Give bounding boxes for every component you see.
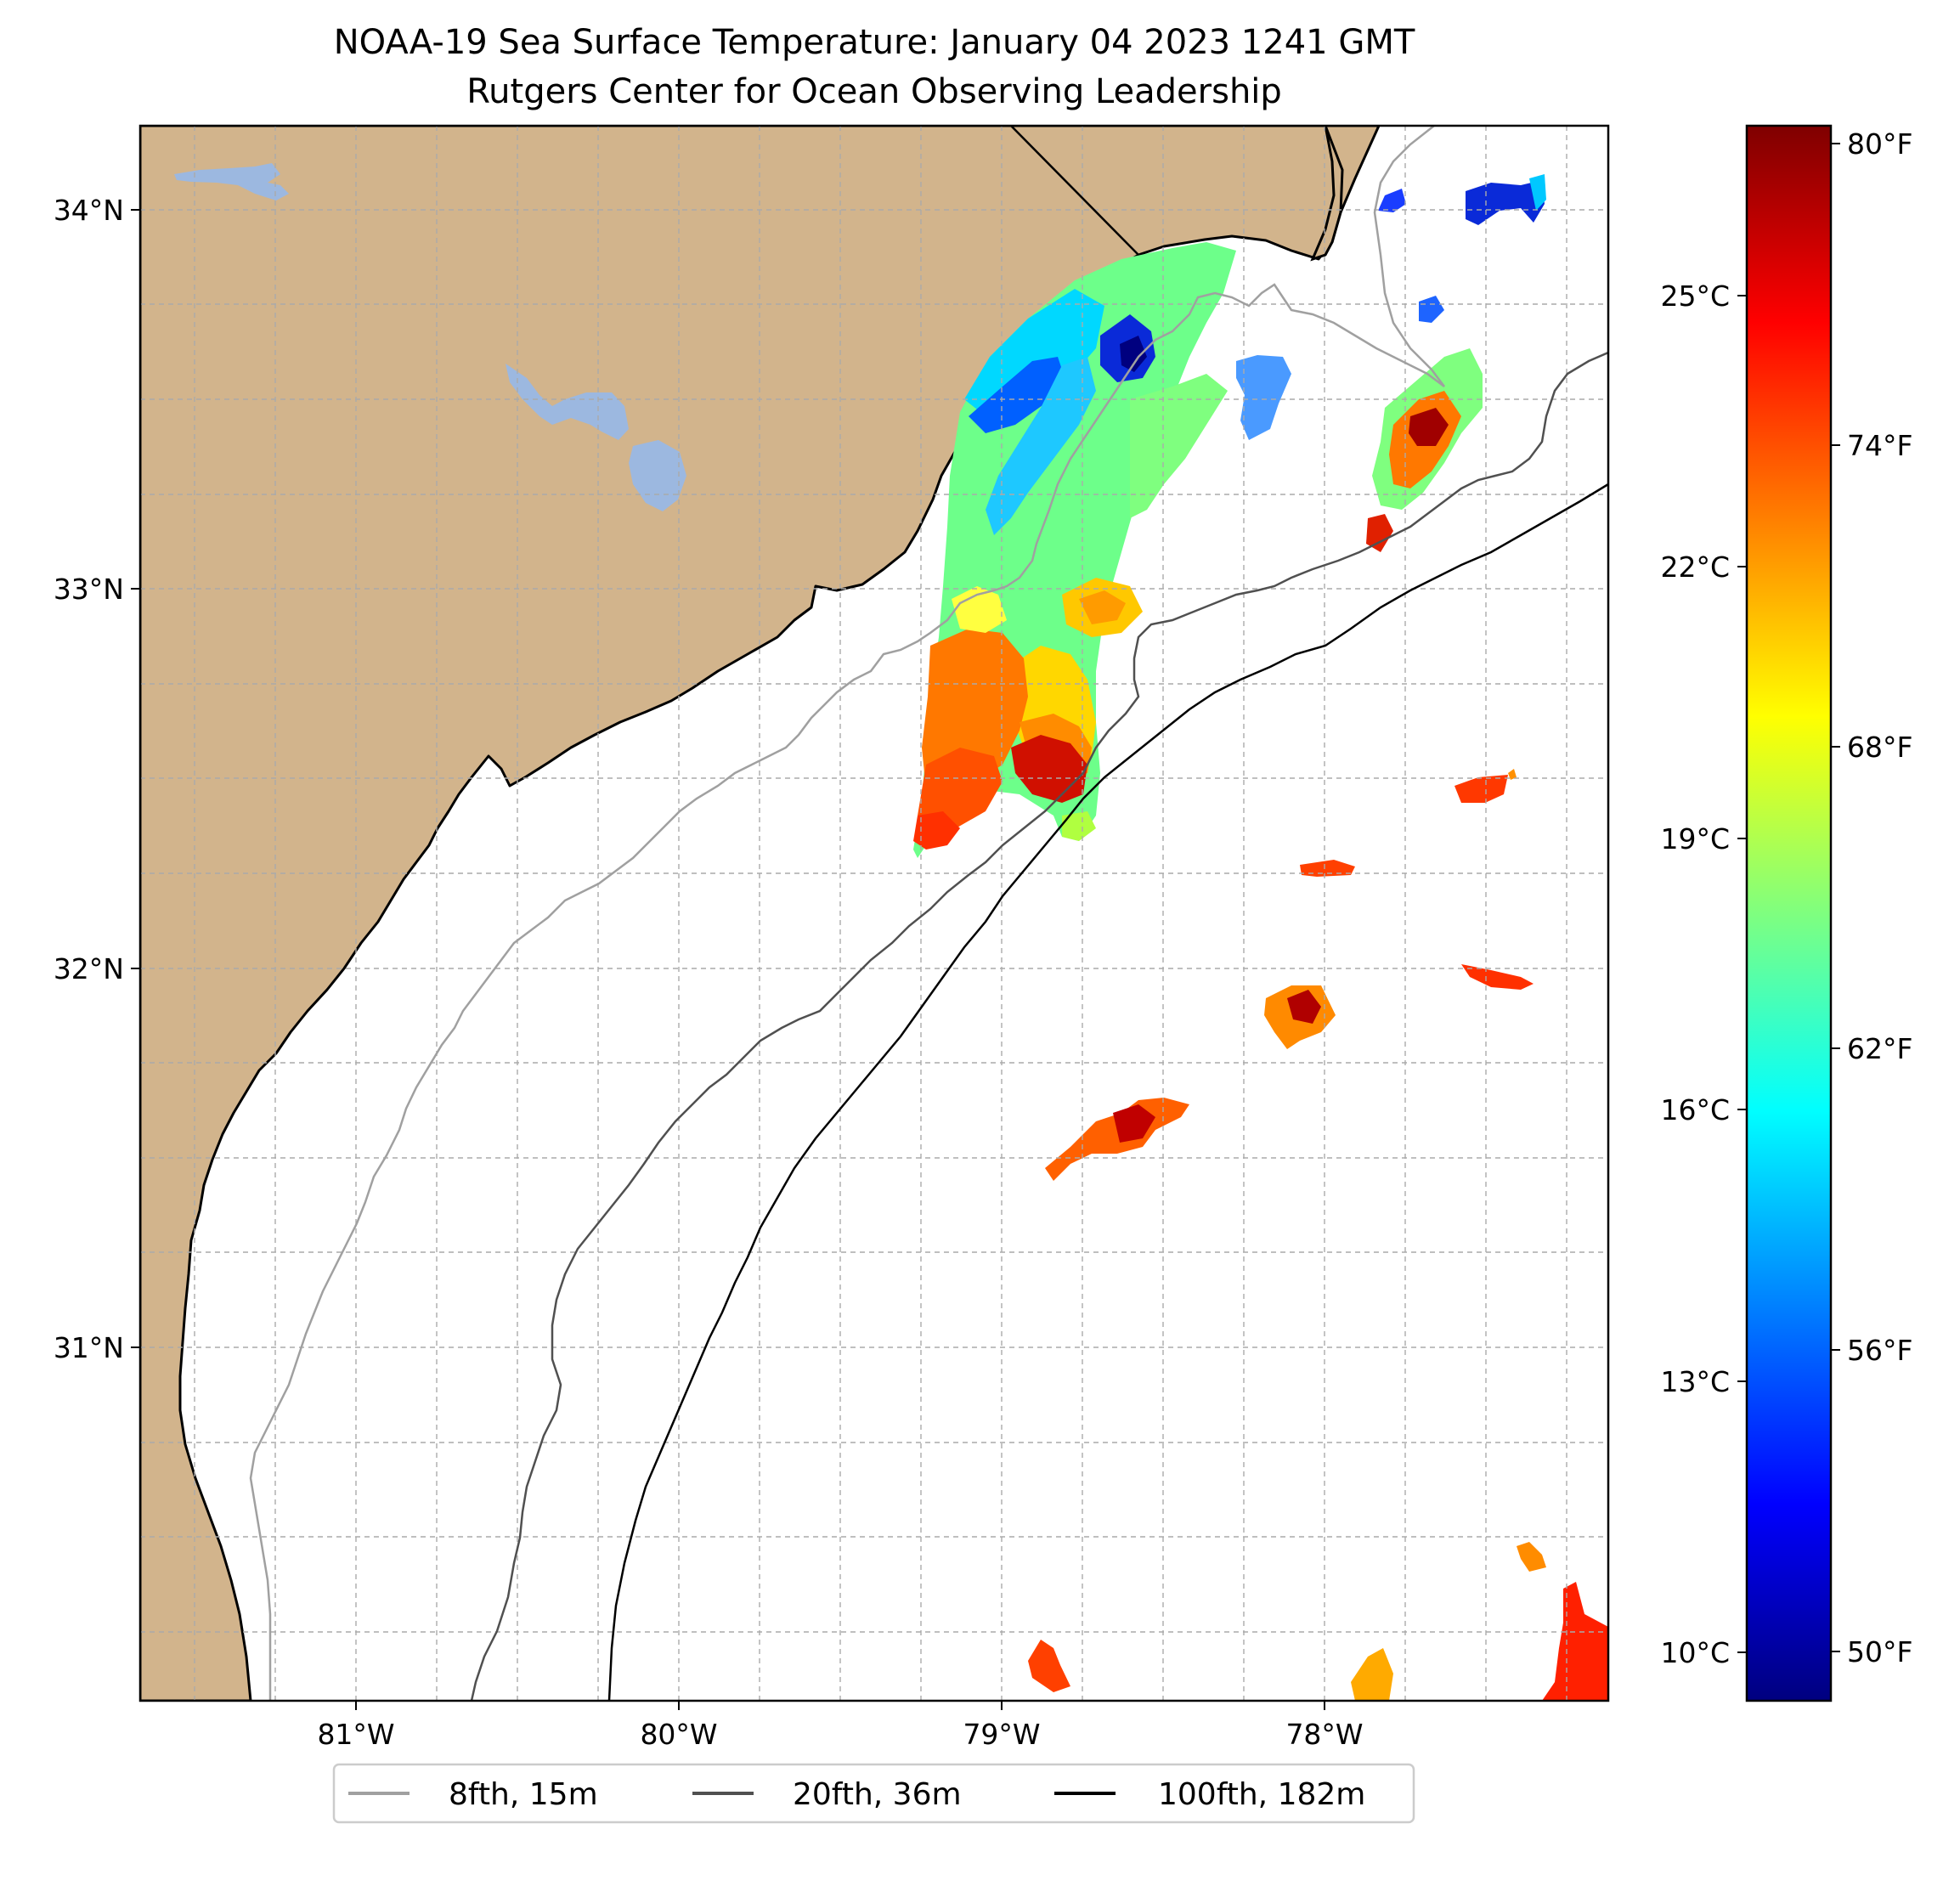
sst-patches	[1028, 174, 1608, 1701]
legend-label: 8fth, 15m	[449, 1777, 598, 1812]
lat-axis: 34°N 33°N 32°N 31°N	[54, 194, 140, 1364]
state-border	[1010, 126, 1139, 256]
legend: 8fth, 15m 20fth, 36m 100fth, 182m	[332, 1763, 1415, 1824]
colorbar: 25°C 22°C 19°C 16°C 13°C 10°C 80°F 74°F …	[1660, 124, 1912, 1702]
colorbar-gradient	[1745, 124, 1833, 1702]
lon-label: 81°W	[317, 1718, 394, 1751]
lake-marion	[506, 364, 629, 440]
colorbar-celsius-label: 10°C	[1660, 1636, 1730, 1669]
colorbar-fahrenheit-label: 62°F	[1847, 1032, 1912, 1065]
legend-label: 100fth, 182m	[1158, 1777, 1365, 1812]
colorbar-fahrenheit-label: 68°F	[1847, 731, 1912, 764]
colorbar-celsius-label: 19°C	[1660, 822, 1730, 855]
colorbar-fahrenheit-label: 56°F	[1847, 1334, 1912, 1367]
colorbar-fahrenheit-label: 50°F	[1847, 1635, 1912, 1668]
legend-box	[332, 1763, 1415, 1824]
isobath-8fth	[249, 126, 1445, 1701]
lon-label: 80°W	[640, 1718, 717, 1751]
map-subtitle: Rutgers Center for Ocean Observing Leade…	[466, 72, 1282, 111]
isobath-20fth	[470, 351, 1608, 1701]
colorbar-fahrenheit-label: 80°F	[1847, 127, 1912, 161]
colorbar-celsius-label: 22°C	[1660, 550, 1730, 584]
lake-north	[174, 163, 289, 200]
lat-label: 34°N	[54, 194, 124, 227]
lon-label: 78°W	[1285, 1718, 1363, 1751]
lon-label: 79°W	[963, 1718, 1040, 1751]
lake-moultrie	[629, 440, 686, 511]
legend-label: 20fth, 36m	[793, 1777, 962, 1812]
land-north-cape	[1310, 126, 1344, 262]
map-panel	[140, 126, 1608, 1701]
isobath-100fth	[607, 483, 1608, 1701]
colorbar-fahrenheit-label: 74°F	[1847, 429, 1912, 462]
colorbar-celsius-label: 16°C	[1660, 1093, 1730, 1126]
lat-label: 33°N	[54, 573, 124, 606]
colorbar-celsius-label: 13°C	[1660, 1365, 1730, 1398]
map-title: NOAA-19 Sea Surface Temperature: January…	[334, 23, 1415, 62]
lat-label: 31°N	[54, 1331, 124, 1364]
map-frame	[138, 124, 1610, 1702]
colorbar-celsius-label: 25°C	[1660, 279, 1730, 313]
lat-label: 32°N	[54, 952, 124, 985]
lon-axis: 81°W 80°W 79°W 78°W	[317, 1701, 1364, 1751]
